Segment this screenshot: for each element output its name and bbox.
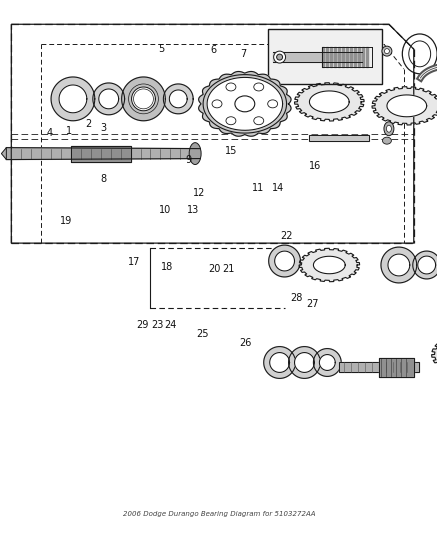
Text: 18: 18 xyxy=(161,262,173,271)
Text: 20: 20 xyxy=(208,264,221,273)
Polygon shape xyxy=(346,47,348,67)
Text: 14: 14 xyxy=(272,183,284,193)
Ellipse shape xyxy=(385,49,389,54)
Ellipse shape xyxy=(386,125,392,132)
Polygon shape xyxy=(289,346,320,378)
Polygon shape xyxy=(330,47,332,67)
Ellipse shape xyxy=(277,54,283,60)
Polygon shape xyxy=(358,47,360,67)
Polygon shape xyxy=(334,47,336,67)
Text: 2: 2 xyxy=(85,119,92,130)
Polygon shape xyxy=(163,84,193,114)
Polygon shape xyxy=(387,95,427,117)
Ellipse shape xyxy=(254,83,264,91)
Text: 10: 10 xyxy=(159,205,171,215)
Polygon shape xyxy=(51,77,95,121)
Ellipse shape xyxy=(226,83,236,91)
Ellipse shape xyxy=(254,117,264,125)
Bar xyxy=(268,29,382,84)
Polygon shape xyxy=(379,358,414,377)
Ellipse shape xyxy=(382,46,392,56)
Text: 9: 9 xyxy=(185,156,191,165)
Polygon shape xyxy=(309,91,349,113)
Polygon shape xyxy=(131,87,155,111)
Text: 19: 19 xyxy=(60,216,72,227)
Polygon shape xyxy=(99,89,119,109)
Polygon shape xyxy=(339,362,419,373)
Polygon shape xyxy=(59,85,87,113)
Polygon shape xyxy=(388,254,410,276)
Polygon shape xyxy=(350,47,352,67)
Polygon shape xyxy=(71,146,131,161)
Polygon shape xyxy=(322,47,324,67)
Polygon shape xyxy=(203,75,286,133)
Polygon shape xyxy=(309,135,369,141)
Polygon shape xyxy=(314,349,341,376)
Polygon shape xyxy=(264,346,296,378)
Ellipse shape xyxy=(235,96,255,112)
Polygon shape xyxy=(294,352,314,373)
Polygon shape xyxy=(93,83,124,115)
Bar xyxy=(309,135,369,141)
Polygon shape xyxy=(362,47,364,67)
Text: 28: 28 xyxy=(290,293,303,303)
Polygon shape xyxy=(354,47,356,67)
Text: 6: 6 xyxy=(211,45,217,55)
Polygon shape xyxy=(1,148,7,159)
Text: 15: 15 xyxy=(225,146,237,156)
Polygon shape xyxy=(413,251,438,279)
Polygon shape xyxy=(319,354,335,370)
Ellipse shape xyxy=(274,51,286,63)
Text: 21: 21 xyxy=(223,264,235,273)
Text: 1: 1 xyxy=(66,126,72,136)
Text: 8: 8 xyxy=(101,174,107,184)
Ellipse shape xyxy=(268,100,278,108)
Polygon shape xyxy=(366,47,368,67)
Text: 16: 16 xyxy=(309,161,321,171)
Polygon shape xyxy=(418,256,436,274)
Text: 12: 12 xyxy=(193,188,205,198)
Text: 25: 25 xyxy=(196,329,209,340)
Ellipse shape xyxy=(189,143,201,165)
Polygon shape xyxy=(372,87,438,125)
Polygon shape xyxy=(314,256,345,274)
Text: 22: 22 xyxy=(280,231,293,241)
Ellipse shape xyxy=(212,100,222,108)
Text: 26: 26 xyxy=(239,338,251,349)
Text: 23: 23 xyxy=(151,320,163,330)
Text: 7: 7 xyxy=(240,50,246,59)
Text: 5: 5 xyxy=(159,44,165,54)
Polygon shape xyxy=(294,83,364,121)
Ellipse shape xyxy=(384,122,394,136)
Ellipse shape xyxy=(382,137,392,144)
Text: 3: 3 xyxy=(101,123,107,133)
Polygon shape xyxy=(268,245,300,277)
Polygon shape xyxy=(342,47,344,67)
Polygon shape xyxy=(381,247,417,283)
Polygon shape xyxy=(431,334,438,375)
Polygon shape xyxy=(7,148,200,159)
Text: 13: 13 xyxy=(187,205,199,215)
Text: 24: 24 xyxy=(164,320,177,330)
Polygon shape xyxy=(270,352,290,373)
Polygon shape xyxy=(199,71,291,136)
Polygon shape xyxy=(170,90,187,108)
Bar xyxy=(339,362,419,373)
Text: 17: 17 xyxy=(128,257,140,267)
Polygon shape xyxy=(275,251,294,271)
Ellipse shape xyxy=(226,117,236,125)
Text: 2006 Dodge Durango Bearing Diagram for 5103272AA: 2006 Dodge Durango Bearing Diagram for 5… xyxy=(123,511,315,516)
Polygon shape xyxy=(299,248,360,282)
Polygon shape xyxy=(207,77,283,130)
Text: 4: 4 xyxy=(46,128,52,138)
Text: 29: 29 xyxy=(137,320,149,330)
Polygon shape xyxy=(273,52,362,62)
Polygon shape xyxy=(122,77,165,121)
Polygon shape xyxy=(326,47,328,67)
Text: 27: 27 xyxy=(306,298,319,309)
Text: 11: 11 xyxy=(252,183,264,193)
Polygon shape xyxy=(338,47,340,67)
